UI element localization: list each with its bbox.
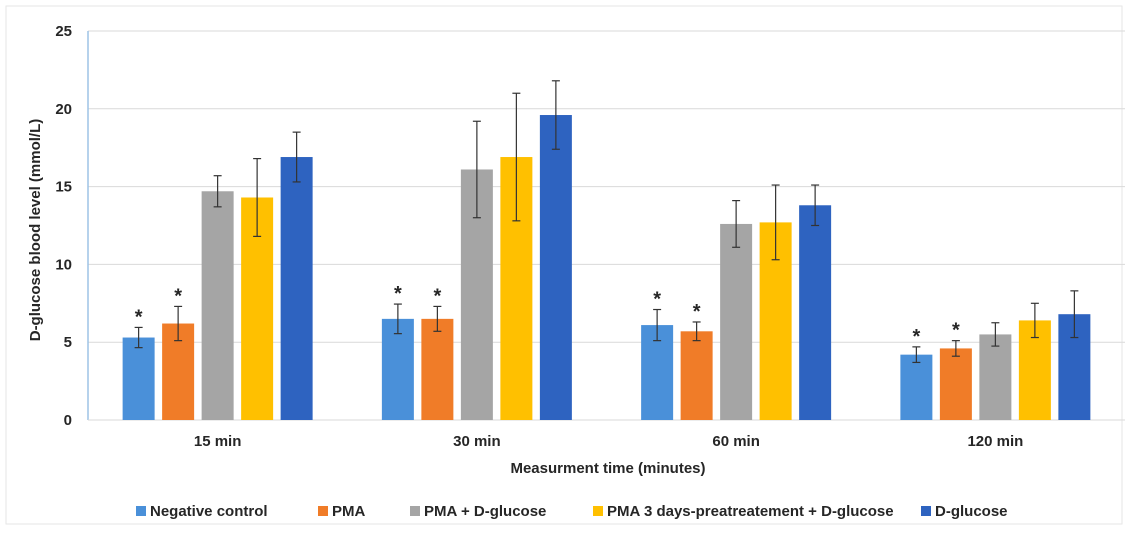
legend-label: PMA + D-glucose xyxy=(424,503,546,520)
significance-marker: * xyxy=(135,306,143,328)
bar xyxy=(421,318,454,420)
bar xyxy=(122,337,155,420)
x-axis-title: Measurment time (minutes) xyxy=(510,460,705,477)
legend-label: D-glucose xyxy=(935,503,1008,520)
significance-marker: * xyxy=(952,320,960,342)
bar xyxy=(979,334,1012,420)
x-tick-label: 15 min xyxy=(194,433,242,450)
legend-swatch xyxy=(410,506,420,516)
legend-label: PMA 3 days-preatreatement + D-glucose xyxy=(607,503,894,520)
bar xyxy=(900,354,933,420)
y-tick-label: 0 xyxy=(64,412,72,429)
bars xyxy=(122,80,1091,421)
y-tick-label: 5 xyxy=(64,334,72,351)
bar xyxy=(720,223,753,420)
bar xyxy=(280,157,313,420)
x-tick-label: 60 min xyxy=(712,433,760,450)
legend-swatch xyxy=(921,506,931,516)
bar xyxy=(539,115,572,421)
bar xyxy=(799,205,832,420)
bar xyxy=(381,318,414,420)
significance-marker: * xyxy=(693,301,701,323)
legend-swatch xyxy=(136,506,146,516)
significance-marker: * xyxy=(912,326,920,348)
bar xyxy=(201,191,234,420)
legend-swatch xyxy=(318,506,328,516)
y-tick-label: 15 xyxy=(55,179,72,196)
bar xyxy=(939,348,972,420)
significance-marker: * xyxy=(433,285,441,307)
y-tick-label: 25 xyxy=(55,23,72,40)
legend-label: PMA xyxy=(332,503,366,520)
legend-swatch xyxy=(593,506,603,516)
legend: Negative control PMA PMA + D-glucose PMA 3 … xyxy=(136,503,1008,520)
significance-marker: * xyxy=(653,289,661,311)
y-tick-label: 10 xyxy=(55,256,72,273)
y-axis-title: D-glucose blood level (mmol/L) xyxy=(27,119,44,342)
y-tick-label: 20 xyxy=(55,101,72,118)
legend-label: Negative control xyxy=(150,503,268,520)
significance-marker: * xyxy=(394,283,402,305)
significance-marker: * xyxy=(174,285,182,307)
x-tick-label: 30 min xyxy=(453,433,501,450)
x-tick-label: 120 min xyxy=(967,433,1023,450)
labels: 0 5 10 15 20 25 * * 15 min * * 30 min * * 60 min * * 120 … xyxy=(55,23,1023,450)
bar xyxy=(680,331,713,420)
